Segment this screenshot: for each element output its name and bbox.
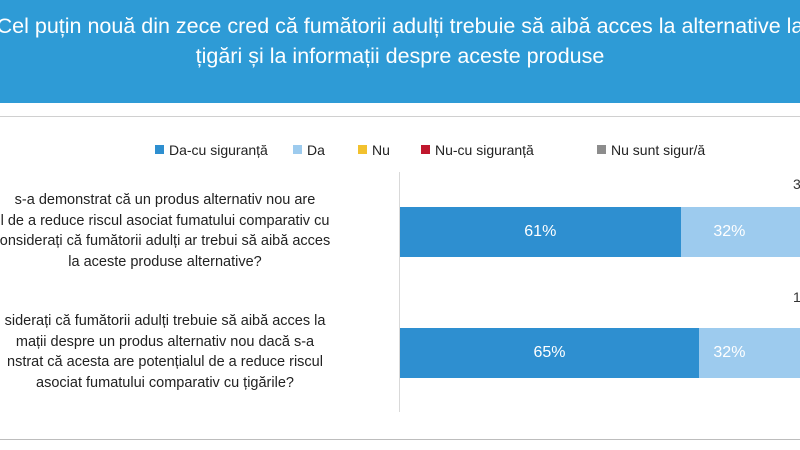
chart-panel: [0, 116, 800, 440]
question-line: onsiderați că fumătorii adulți ar trebui…: [0, 233, 331, 249]
legend-label: Nu sunt sigur/ă: [611, 142, 706, 158]
bar-value-label: 65%: [533, 344, 566, 361]
question-line: nstrat că acesta are potențialul de a re…: [7, 354, 323, 370]
bar-segment: 32%: [699, 328, 800, 378]
bar-segment: 65%: [400, 328, 699, 378]
title-line-2: țigări și la informații despre aceste pr…: [195, 44, 605, 68]
question-line: asociat fumatului comparativ cu țigările…: [36, 374, 294, 391]
legend-label: Nu: [372, 142, 390, 158]
bar-value-label: 61%: [524, 223, 557, 240]
legend-swatch: [421, 145, 430, 154]
question-line: siderați că fumătorii adulți trebuie să …: [4, 313, 326, 329]
legend-label: Da: [307, 142, 325, 158]
legend-item-nu: Nu: [358, 142, 390, 158]
title-banner: Cel puțin nouă din zece cred că fumători…: [0, 0, 800, 103]
top-data-label: 3: [793, 176, 800, 192]
legend-label: Nu-cu siguranță: [435, 142, 534, 158]
legend-swatch: [358, 145, 367, 154]
question-line: s-a demonstrat că un produs alternativ n…: [14, 192, 316, 208]
question-2: siderați că fumătorii adulți trebuie să …: [0, 311, 390, 393]
legend-swatch: [155, 145, 164, 154]
bar-value-label: 32%: [713, 223, 746, 240]
legend-swatch: [293, 145, 302, 154]
top-data-label: 1: [793, 289, 800, 305]
legend-item-nu-cu-siguranta: Nu-cu siguranță: [421, 142, 534, 158]
question-line: la aceste produse alternative?: [68, 253, 262, 270]
legend-item-da-cu-siguranta: Da-cu siguranță: [155, 142, 268, 158]
question-1: s-a demonstrat că un produs alternativ n…: [0, 190, 390, 272]
bar-segment: 61%: [400, 207, 681, 257]
bar-segment: 32%: [680, 207, 800, 257]
legend-item-nu-sunt-sigur: Nu sunt sigur/ă: [597, 142, 705, 158]
question-line: mații despre un produs alternativ nou da…: [15, 333, 315, 350]
title-line-1: Cel puțin nouă din zece cred că fumători…: [0, 14, 800, 38]
legend-swatch: [597, 145, 606, 154]
legend-label: Da-cu siguranță: [169, 142, 268, 158]
bar-value-label: 32%: [713, 344, 746, 361]
legend-item-da: Da: [293, 142, 325, 158]
question-line: l de a reduce riscul asociat fumatului c…: [0, 212, 330, 229]
category-axis-line: [399, 172, 400, 412]
